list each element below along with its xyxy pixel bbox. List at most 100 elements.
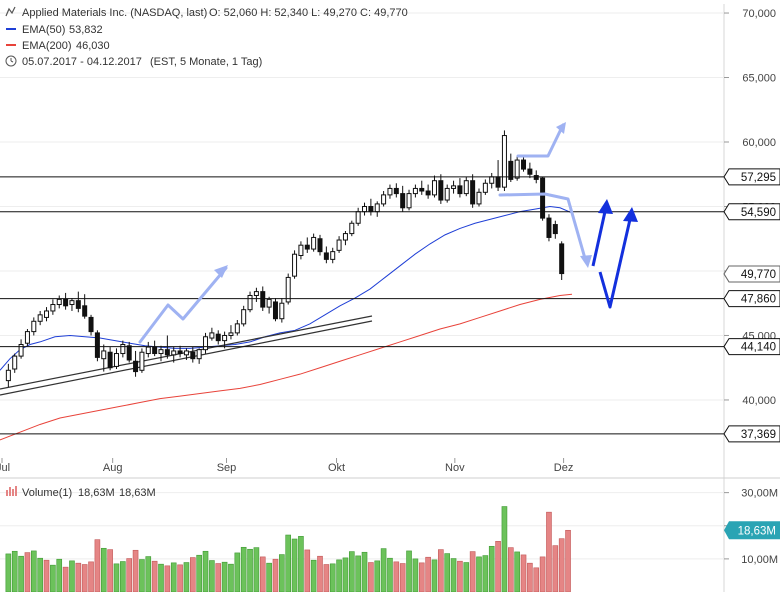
candle: [253, 287, 259, 302]
volume-bar: [418, 562, 425, 592]
volume-value-teal: 18,63M: [119, 487, 156, 499]
volume-bar: [450, 558, 457, 592]
volume-bar: [355, 555, 361, 592]
level-label-text: 47,860: [741, 294, 776, 306]
volume-bar: [107, 549, 113, 592]
candle: [241, 305, 247, 327]
volume-bar: [425, 556, 431, 592]
volume-bar: [183, 562, 190, 592]
volume-bar: [50, 564, 56, 592]
candle: [470, 174, 476, 208]
candle: [431, 175, 437, 198]
candle: [196, 348, 202, 364]
volume-grid: [0, 492, 724, 560]
volume-bar: [177, 564, 183, 592]
candle: [228, 325, 234, 340]
candle: [476, 188, 482, 207]
volume-bar: [43, 559, 50, 592]
level-label-box: 44,140: [723, 338, 780, 356]
volume-bar: [272, 558, 279, 592]
volume-bar: [469, 551, 476, 592]
candle: [107, 347, 113, 371]
volume-bar: [552, 545, 559, 592]
candle: [183, 348, 189, 360]
candle: [247, 291, 253, 313]
volume-bar: [240, 546, 247, 592]
volume-bar: [476, 556, 482, 592]
candle: [552, 220, 558, 239]
volume-bar: [69, 560, 75, 592]
volume-bar: [565, 529, 571, 592]
volume-bar: [310, 559, 317, 592]
candle: [139, 348, 145, 373]
volume-tick-label: 30,00M: [741, 488, 778, 500]
candle: [400, 185, 406, 212]
time-tick-label: Sep: [217, 462, 237, 474]
volume-bar: [132, 549, 139, 592]
level-labels: 57,295 54,590 49,770 47,860 44,140 37,369: [723, 168, 780, 443]
ema50-line: [0, 205, 573, 371]
volume-bar: [62, 566, 69, 592]
candle: [482, 179, 488, 195]
candle: [5, 363, 11, 388]
volume-bar: [209, 560, 215, 592]
level-label-box: 57,295: [723, 168, 780, 186]
volume-bar: [374, 560, 381, 592]
candle: [381, 191, 387, 207]
candle: [145, 341, 151, 358]
candle: [527, 162, 533, 179]
candle: [69, 298, 75, 311]
candle: [266, 296, 272, 314]
candle: [285, 273, 291, 305]
volume-bar: [406, 550, 412, 592]
candle: [222, 331, 228, 349]
candle: [298, 241, 304, 260]
candle: [56, 295, 62, 309]
candle: [164, 335, 170, 359]
volume-bar: [196, 554, 202, 592]
volume-bar: [88, 561, 94, 592]
candle: [304, 237, 310, 253]
volume-bar: [139, 559, 145, 592]
volume-bar: [348, 551, 355, 592]
candle: [63, 292, 69, 310]
volume-bar: [81, 564, 88, 592]
time-tick-label: Okt: [328, 462, 345, 474]
candle: [50, 299, 56, 315]
volume-bar: [164, 565, 171, 592]
range-note: (EST, 5 Monate, 1 Tag): [150, 56, 262, 68]
volume-bar: [298, 536, 304, 592]
horizontal-levels: [0, 176, 724, 435]
volume-bar: [291, 538, 298, 592]
candle: [559, 241, 565, 281]
volume-bars: [5, 506, 571, 592]
candle: [94, 330, 100, 362]
candle: [342, 231, 348, 246]
candle: [209, 327, 215, 341]
volume-label: Volume(1): [22, 487, 72, 499]
candle: [158, 345, 164, 362]
candle: [190, 347, 196, 363]
level-label-text: 57,295: [741, 172, 776, 184]
volume-bar: [37, 557, 43, 592]
candle: [311, 233, 317, 252]
volume-bar: [457, 560, 463, 592]
candle: [540, 176, 546, 221]
volume-bar: [215, 563, 222, 592]
time-tick-label: Aug: [103, 462, 123, 474]
volume-bar: [285, 534, 292, 592]
level-label-box: 37,369: [723, 425, 780, 443]
volume-bar: [501, 506, 508, 592]
candle: [349, 220, 355, 237]
instrument-title: Applied Materials Inc. (NASDAQ, last): [22, 7, 207, 19]
volume-bar: [368, 562, 374, 592]
candle: [171, 347, 177, 363]
volume-current-label: 18,63M: [738, 525, 776, 537]
time-axis: Jul Aug Sep Okt Nov Dez: [0, 458, 573, 474]
volume-bar: [488, 545, 495, 592]
volume-bar: [393, 561, 400, 592]
volume-bar: [120, 561, 126, 592]
candle: [133, 350, 139, 377]
ema200-value: 46,030: [76, 40, 110, 52]
candle: [406, 189, 412, 211]
